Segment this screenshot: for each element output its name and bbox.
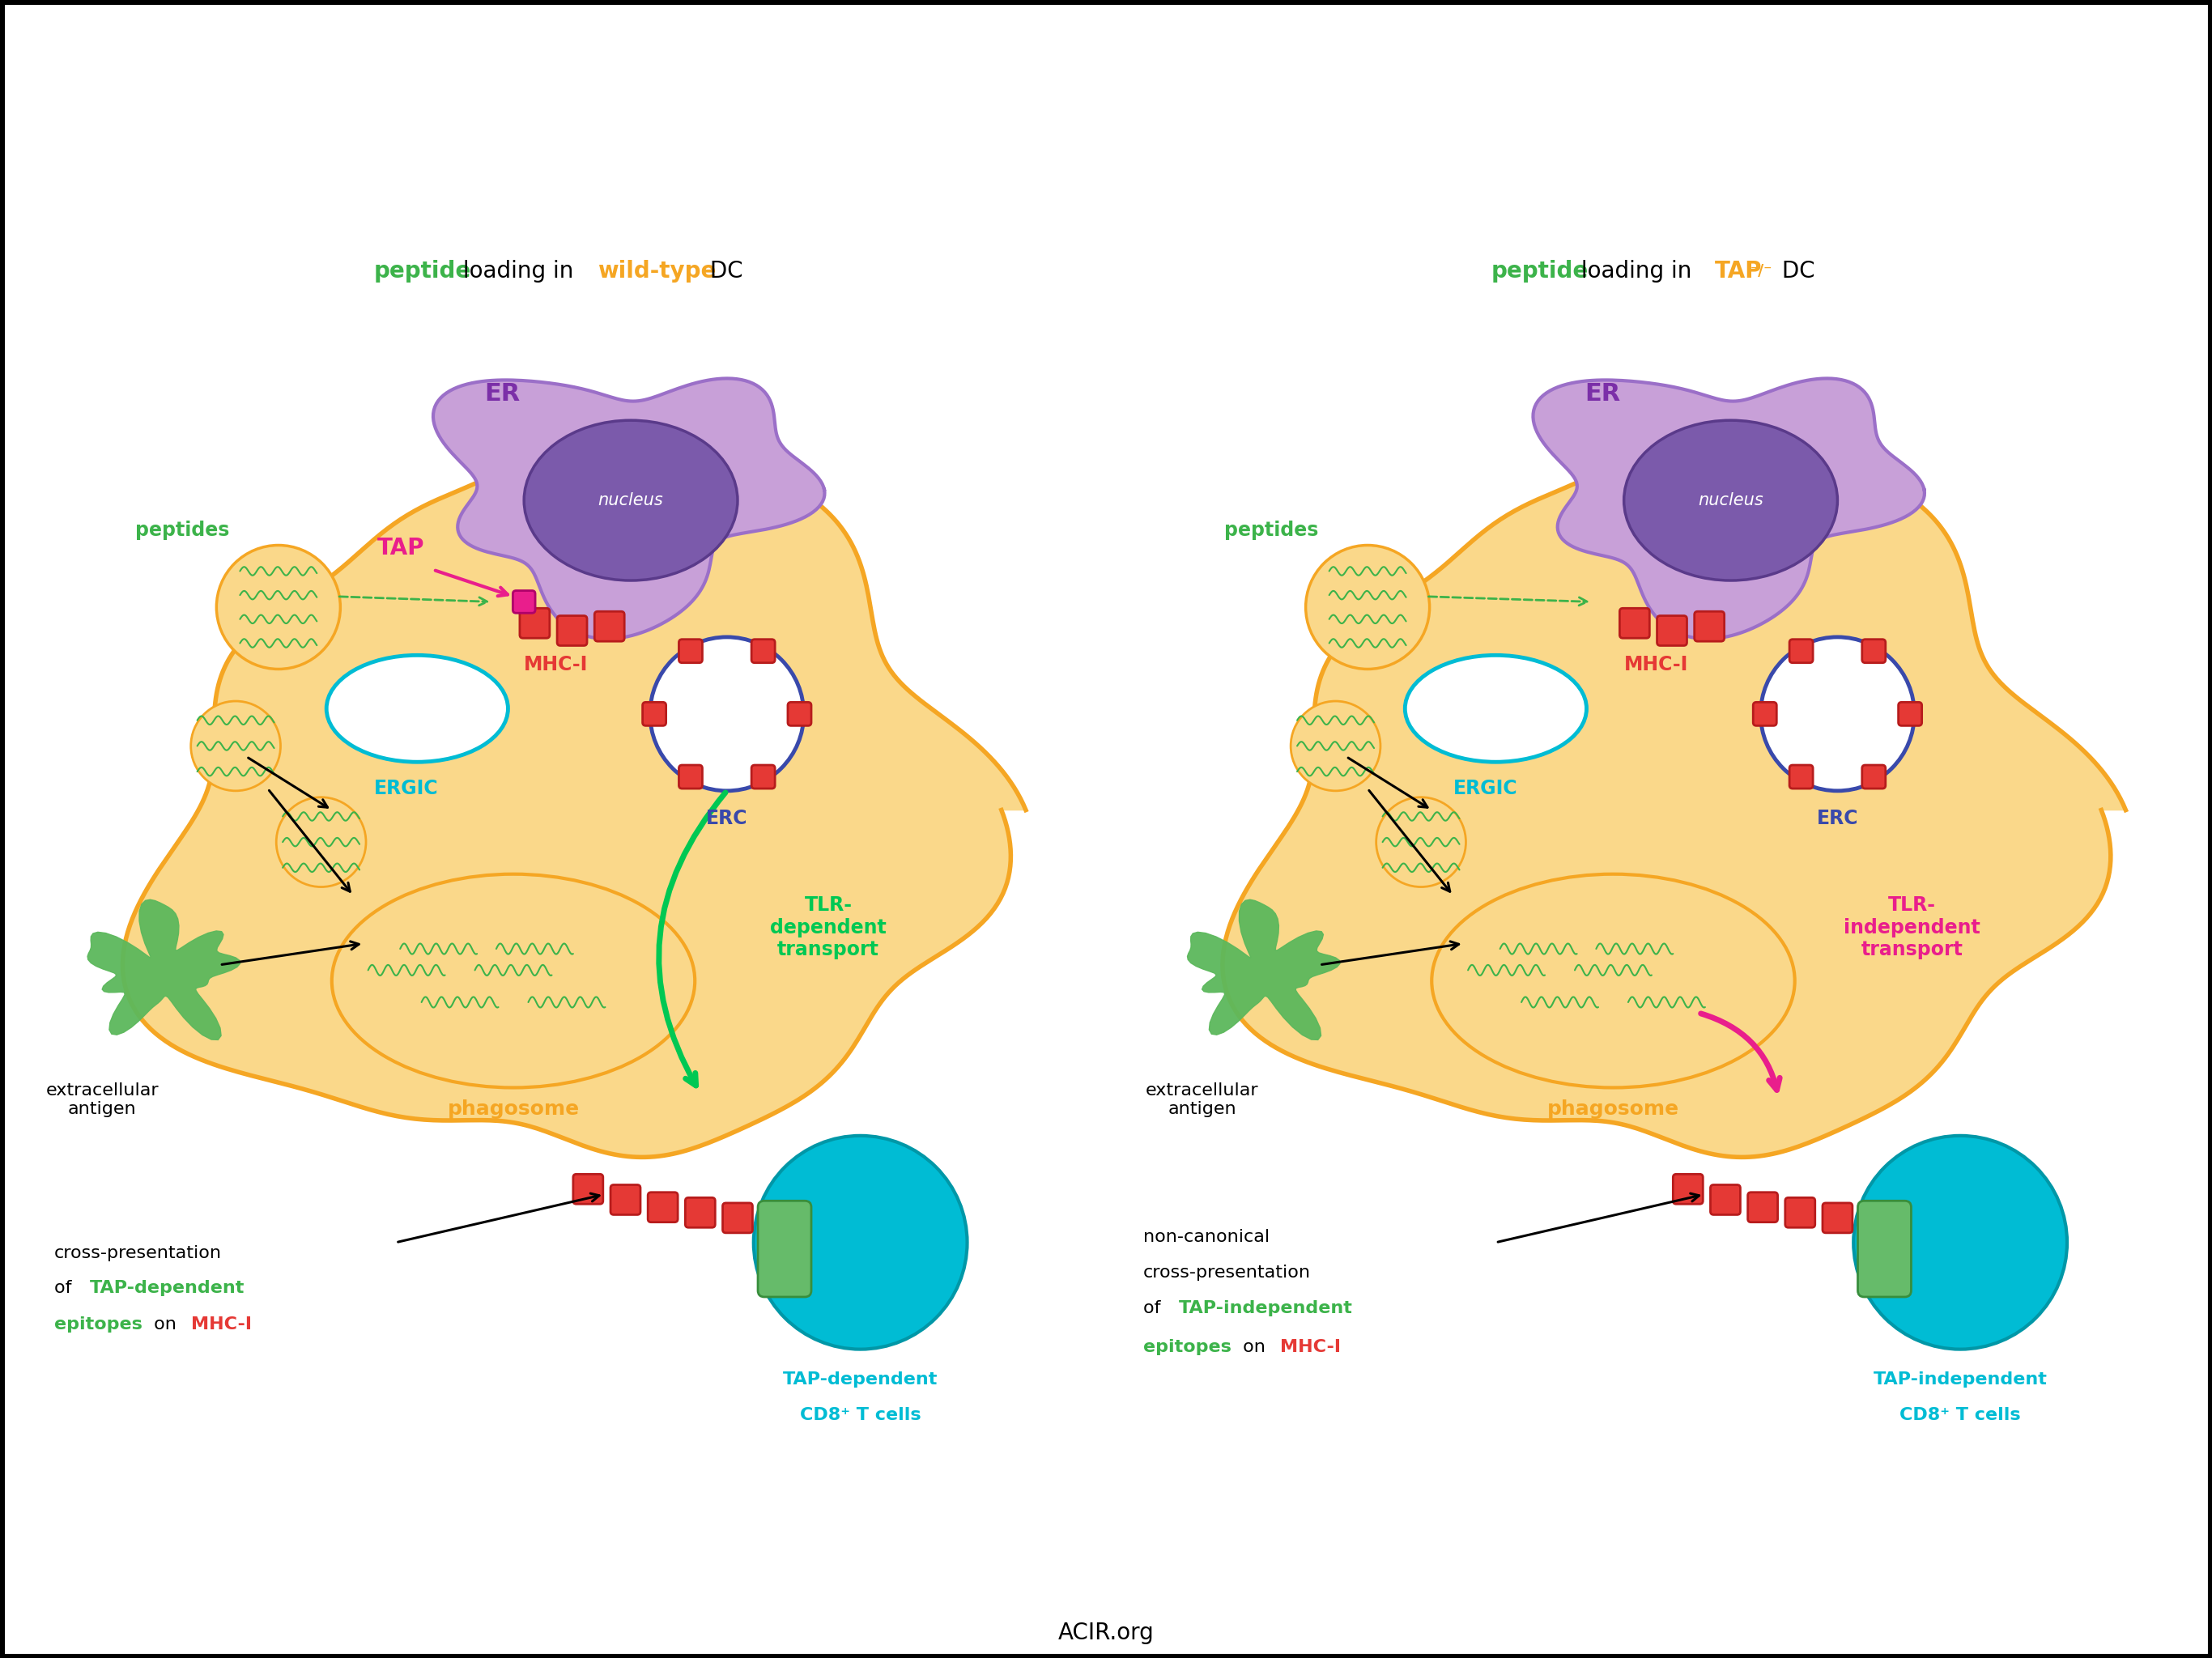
Text: nucleus: nucleus — [1699, 492, 1763, 509]
Polygon shape — [1188, 900, 1340, 1040]
Circle shape — [1305, 545, 1429, 670]
FancyBboxPatch shape — [1858, 1200, 1911, 1297]
Text: ER: ER — [1584, 381, 1621, 405]
Text: ERGIC: ERGIC — [1453, 779, 1517, 799]
FancyBboxPatch shape — [679, 640, 703, 663]
Circle shape — [1761, 637, 1913, 791]
FancyBboxPatch shape — [1790, 764, 1814, 789]
Ellipse shape — [524, 421, 737, 580]
FancyBboxPatch shape — [679, 764, 703, 789]
FancyBboxPatch shape — [1863, 764, 1885, 789]
Ellipse shape — [1431, 874, 1794, 1088]
FancyBboxPatch shape — [1619, 608, 1650, 638]
Text: ERC: ERC — [1816, 809, 1858, 829]
FancyBboxPatch shape — [1898, 703, 1922, 726]
Text: phagosome: phagosome — [447, 1099, 580, 1119]
Text: ER: ER — [484, 381, 520, 405]
FancyBboxPatch shape — [1790, 640, 1814, 663]
Text: of: of — [1144, 1300, 1166, 1316]
Text: ⁻/⁻: ⁻/⁻ — [1750, 264, 1772, 279]
Ellipse shape — [327, 655, 509, 763]
Text: CD8⁺ T cells: CD8⁺ T cells — [1900, 1408, 2022, 1424]
Text: epitopes: epitopes — [1144, 1340, 1232, 1355]
FancyBboxPatch shape — [595, 612, 624, 642]
FancyBboxPatch shape — [1694, 612, 1725, 642]
FancyBboxPatch shape — [1710, 1185, 1741, 1215]
Text: on: on — [148, 1316, 181, 1333]
Text: ACIR.org: ACIR.org — [1057, 1622, 1155, 1645]
Text: TAP: TAP — [1714, 260, 1763, 282]
Circle shape — [1376, 797, 1467, 887]
Text: peptide: peptide — [374, 260, 471, 282]
Text: peptides: peptides — [1225, 521, 1318, 541]
FancyBboxPatch shape — [1863, 640, 1885, 663]
Text: wild-type: wild-type — [597, 260, 717, 282]
Text: TAP-dependent: TAP-dependent — [783, 1371, 938, 1388]
Text: peptide: peptide — [1491, 260, 1588, 282]
Text: loading in: loading in — [456, 260, 582, 282]
FancyBboxPatch shape — [1747, 1192, 1778, 1222]
Polygon shape — [122, 423, 1026, 1157]
FancyBboxPatch shape — [513, 590, 535, 613]
Polygon shape — [434, 378, 825, 638]
Ellipse shape — [1405, 655, 1586, 763]
FancyBboxPatch shape — [520, 608, 549, 638]
Ellipse shape — [1624, 421, 1838, 580]
Text: TLR-
dependent
transport: TLR- dependent transport — [770, 895, 887, 960]
FancyBboxPatch shape — [1823, 1204, 1851, 1234]
FancyBboxPatch shape — [787, 703, 812, 726]
FancyBboxPatch shape — [752, 640, 774, 663]
FancyBboxPatch shape — [641, 703, 666, 726]
Text: DC: DC — [1774, 260, 1814, 282]
Circle shape — [1854, 1136, 2066, 1350]
FancyBboxPatch shape — [1785, 1197, 1816, 1227]
Text: MHC-I: MHC-I — [524, 655, 588, 675]
FancyBboxPatch shape — [723, 1204, 752, 1234]
Text: CD8⁺ T cells: CD8⁺ T cells — [801, 1408, 920, 1424]
Text: MHC-I: MHC-I — [1281, 1340, 1340, 1355]
Text: non-canonical: non-canonical — [1144, 1229, 1270, 1245]
Text: loading in: loading in — [1573, 260, 1699, 282]
Text: TAP: TAP — [378, 537, 425, 560]
Text: ERGIC: ERGIC — [374, 779, 438, 799]
Circle shape — [190, 701, 281, 791]
Text: epitopes: epitopes — [53, 1316, 142, 1333]
Text: of: of — [53, 1280, 77, 1297]
Text: TLR-
independent
transport: TLR- independent transport — [1845, 895, 1980, 960]
Circle shape — [650, 637, 803, 791]
Text: MHC-I: MHC-I — [190, 1316, 252, 1333]
FancyBboxPatch shape — [1754, 703, 1776, 726]
Text: on: on — [1237, 1340, 1272, 1355]
Text: TAP-dependent: TAP-dependent — [88, 1280, 243, 1297]
Text: TAP-independent: TAP-independent — [1179, 1300, 1352, 1316]
Text: TAP-independent: TAP-independent — [1874, 1371, 2048, 1388]
Circle shape — [1292, 701, 1380, 791]
Text: cross-presentation: cross-presentation — [1144, 1265, 1312, 1280]
FancyBboxPatch shape — [752, 764, 774, 789]
FancyBboxPatch shape — [557, 615, 586, 645]
FancyBboxPatch shape — [573, 1174, 604, 1204]
FancyBboxPatch shape — [686, 1197, 714, 1227]
Text: DC: DC — [703, 260, 743, 282]
FancyBboxPatch shape — [648, 1192, 677, 1222]
Polygon shape — [88, 900, 241, 1040]
Polygon shape — [1223, 423, 2126, 1157]
Ellipse shape — [332, 874, 695, 1088]
Text: cross-presentation: cross-presentation — [53, 1245, 221, 1262]
Text: ERC: ERC — [706, 809, 748, 829]
Circle shape — [754, 1136, 967, 1350]
Text: extracellular
antigen: extracellular antigen — [46, 1083, 159, 1117]
Circle shape — [217, 545, 341, 670]
FancyBboxPatch shape — [1672, 1174, 1703, 1204]
Circle shape — [276, 797, 365, 887]
Text: phagosome: phagosome — [1546, 1099, 1679, 1119]
FancyBboxPatch shape — [1657, 615, 1688, 645]
Polygon shape — [1533, 378, 1924, 638]
Text: peptides: peptides — [135, 521, 230, 541]
FancyBboxPatch shape — [759, 1200, 812, 1297]
FancyBboxPatch shape — [611, 1185, 641, 1215]
Text: nucleus: nucleus — [597, 492, 664, 509]
Text: extracellular
antigen: extracellular antigen — [1146, 1083, 1259, 1117]
Text: MHC-I: MHC-I — [1624, 655, 1688, 675]
